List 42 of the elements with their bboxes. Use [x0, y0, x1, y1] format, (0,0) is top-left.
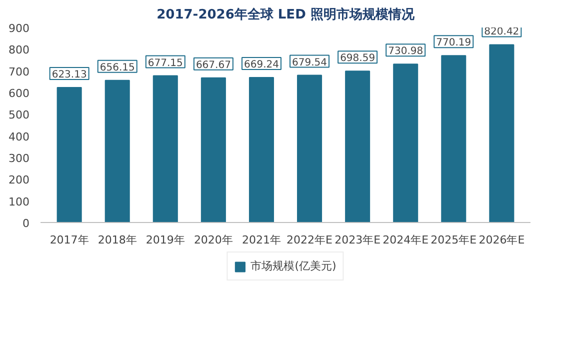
y-tick-label: 0: [22, 217, 30, 230]
x-tick-label: 2019年: [146, 234, 185, 246]
bar: [345, 70, 370, 222]
x-tick-label: 2017年: [50, 234, 89, 246]
x-tick-label: 2022年E: [286, 234, 333, 246]
x-tick-label: 2023年E: [334, 234, 381, 246]
x-tick-label: 2020年: [194, 234, 233, 246]
data-label: 677.15: [148, 58, 183, 69]
x-tick-label: 2024年E: [382, 234, 429, 246]
bar: [200, 77, 226, 222]
bar: [152, 75, 178, 222]
y-tick-label: 800: [8, 44, 30, 57]
data-label: 698.59: [340, 53, 376, 64]
y-tick-label: 100: [8, 195, 30, 208]
y-tick-label: 600: [8, 87, 30, 100]
data-label: 623.13: [52, 69, 87, 80]
data-label: 679.54: [292, 57, 328, 68]
chart-title: 2017-2026年全球 LED 照明市场规模情况: [156, 6, 416, 22]
data-label: 656.15: [100, 62, 135, 74]
bar: [297, 74, 322, 222]
bar: [489, 44, 514, 222]
bar: [248, 77, 274, 222]
y-tick-label: 700: [8, 65, 30, 78]
data-label: 669.24: [244, 60, 279, 70]
data-label: 820.42: [484, 26, 520, 38]
x-tick-label: 2018年: [98, 234, 137, 246]
legend-label: 市场规模(亿美元): [250, 258, 336, 274]
data-label: 770.19: [436, 38, 472, 49]
bar: [441, 55, 466, 222]
bar: [56, 86, 82, 222]
data-label: 667.67: [196, 60, 231, 71]
y-tick-label: 900: [8, 22, 30, 35]
x-tick-label: 2021年: [242, 234, 281, 246]
x-tick-label: 2026年E: [478, 234, 525, 246]
y-tick-label: 500: [8, 108, 30, 122]
bar: [393, 64, 418, 222]
bar: [104, 80, 130, 222]
y-tick-label: 400: [8, 130, 30, 144]
y-tick-label: 200: [8, 174, 30, 187]
data-label: 730.98: [388, 46, 424, 58]
y-tick-label: 300: [8, 152, 30, 165]
x-tick-label: 2025年E: [430, 234, 477, 246]
